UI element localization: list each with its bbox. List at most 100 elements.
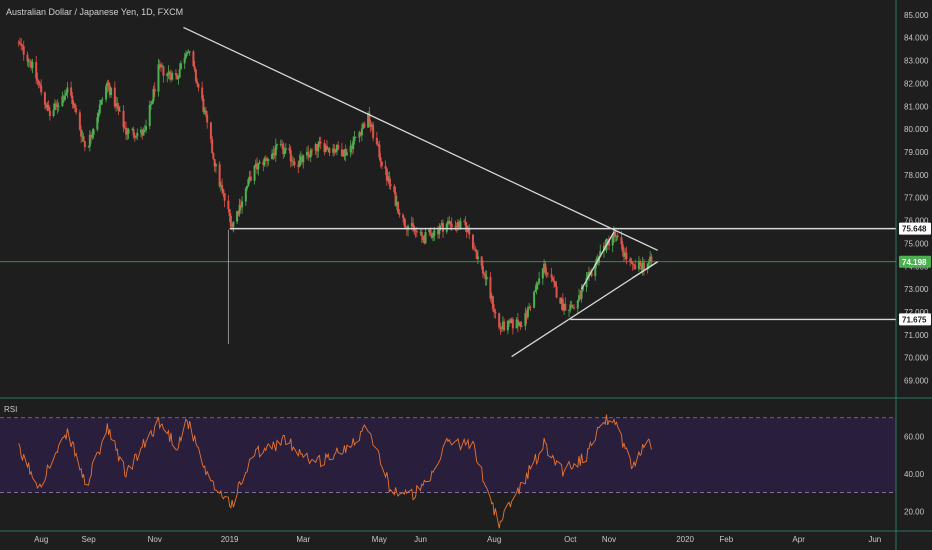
trend-line[interactable] — [580, 231, 615, 290]
candle[interactable] — [535, 281, 538, 295]
candle[interactable] — [97, 109, 100, 123]
candle[interactable] — [389, 178, 392, 190]
candle[interactable] — [63, 89, 66, 102]
candle[interactable] — [506, 320, 509, 335]
candle[interactable] — [35, 56, 38, 85]
candle[interactable] — [359, 131, 362, 136]
candle[interactable] — [246, 185, 249, 191]
candle[interactable] — [412, 217, 415, 233]
candle[interactable] — [184, 50, 187, 60]
candle[interactable] — [551, 276, 554, 282]
candle[interactable] — [264, 155, 267, 162]
candle[interactable] — [620, 231, 623, 250]
candle[interactable] — [20, 38, 23, 51]
candle[interactable] — [135, 135, 138, 140]
candle[interactable] — [500, 326, 503, 333]
candle[interactable] — [375, 131, 378, 146]
candle[interactable] — [650, 253, 653, 266]
candle[interactable] — [475, 249, 478, 260]
candle[interactable] — [75, 104, 78, 115]
candle[interactable] — [518, 321, 521, 327]
candle[interactable] — [158, 59, 161, 70]
candle[interactable] — [433, 227, 436, 241]
candle[interactable] — [132, 126, 135, 139]
candle[interactable] — [563, 303, 566, 315]
candle[interactable] — [202, 95, 205, 115]
candle[interactable] — [308, 154, 311, 158]
candle[interactable] — [362, 122, 365, 130]
candle[interactable] — [37, 80, 40, 89]
candle[interactable] — [26, 51, 29, 67]
rsi-pane[interactable] — [0, 414, 896, 529]
candle[interactable] — [257, 163, 260, 176]
candle[interactable] — [194, 68, 197, 84]
candle[interactable] — [248, 170, 251, 184]
candle[interactable] — [82, 133, 85, 143]
candle[interactable] — [498, 312, 501, 331]
candle[interactable] — [414, 228, 417, 238]
candle[interactable] — [61, 91, 64, 107]
candle[interactable] — [293, 158, 296, 168]
trend-line[interactable] — [183, 26, 658, 251]
candle[interactable] — [352, 136, 355, 154]
candle[interactable] — [459, 217, 462, 230]
candle[interactable] — [307, 145, 310, 161]
candle[interactable] — [393, 184, 396, 195]
candle[interactable] — [343, 148, 346, 161]
candle[interactable] — [394, 186, 397, 207]
candle[interactable] — [18, 37, 21, 46]
candle[interactable] — [227, 195, 230, 213]
candle[interactable] — [474, 246, 477, 252]
candle[interactable] — [327, 147, 330, 153]
candle[interactable] — [309, 147, 312, 163]
candle[interactable] — [519, 321, 522, 330]
candle[interactable] — [545, 267, 548, 278]
candle[interactable] — [485, 270, 488, 286]
candle[interactable] — [370, 121, 373, 131]
candle[interactable] — [297, 161, 300, 174]
candle[interactable] — [354, 136, 357, 138]
candle[interactable] — [106, 80, 109, 93]
candle[interactable] — [340, 143, 343, 157]
candle[interactable] — [524, 307, 527, 331]
candle[interactable] — [410, 216, 413, 231]
candle[interactable] — [332, 143, 335, 157]
candle[interactable] — [493, 303, 496, 319]
candle[interactable] — [258, 159, 261, 165]
candle[interactable] — [193, 60, 196, 72]
candle[interactable] — [149, 100, 152, 110]
candle[interactable] — [31, 58, 34, 74]
candle[interactable] — [241, 196, 244, 214]
candle[interactable] — [101, 96, 104, 105]
candle[interactable] — [96, 112, 99, 132]
candle[interactable] — [211, 135, 214, 154]
candle[interactable] — [515, 317, 518, 329]
candle[interactable] — [238, 198, 241, 217]
candle[interactable] — [145, 119, 148, 134]
candle[interactable] — [403, 217, 406, 228]
candle[interactable] — [508, 318, 511, 327]
candle[interactable] — [131, 127, 134, 131]
candle[interactable] — [480, 255, 483, 270]
candle[interactable] — [501, 316, 504, 332]
candle[interactable] — [541, 268, 544, 285]
candle[interactable] — [573, 304, 576, 310]
candle[interactable] — [209, 121, 212, 144]
candle[interactable] — [47, 100, 50, 111]
candle[interactable] — [262, 159, 265, 172]
candle[interactable] — [520, 321, 523, 328]
candle[interactable] — [221, 178, 224, 195]
candle[interactable] — [62, 94, 65, 104]
candle[interactable] — [387, 172, 390, 183]
candle[interactable] — [538, 271, 541, 286]
trend-line[interactable] — [632, 261, 658, 279]
candle[interactable] — [232, 221, 235, 233]
candle[interactable] — [271, 149, 274, 160]
candle[interactable] — [511, 317, 514, 335]
candle[interactable] — [430, 232, 433, 240]
candle[interactable] — [335, 143, 338, 156]
candle[interactable] — [377, 141, 380, 147]
candle[interactable] — [314, 142, 317, 155]
candle[interactable] — [499, 322, 502, 335]
candle[interactable] — [344, 144, 347, 162]
